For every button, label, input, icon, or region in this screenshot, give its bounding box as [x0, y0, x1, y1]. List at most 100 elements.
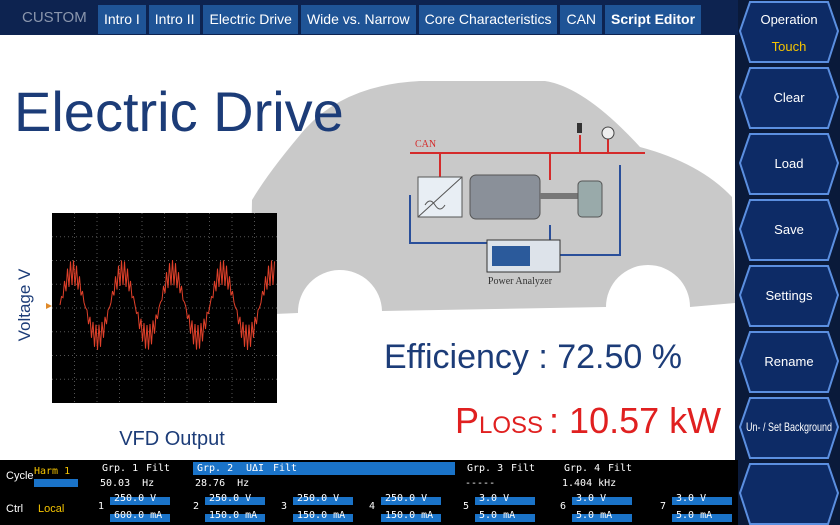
channel-number: 6 [560, 501, 567, 512]
loss-subscript: LOSS [479, 412, 543, 439]
slide-title: Electric Drive [14, 80, 344, 143]
channel-voltage[interactable]: 250.0 V [297, 493, 340, 504]
can-label: CAN [415, 139, 436, 150]
channel-bar [110, 497, 170, 505]
channel-current[interactable]: 5.0 mA [479, 510, 516, 521]
channel-bar [672, 514, 732, 522]
tab-bar: CUSTOM Intro I Intro II Electric Drive Wide… [0, 0, 738, 35]
sidebar-button[interactable] [738, 397, 840, 459]
channel-number: 1 [98, 501, 105, 512]
button-label: Un- / Set Background [746, 420, 832, 434]
loss-symbol: P [455, 400, 479, 441]
scope-y-label: Voltage V [15, 268, 34, 341]
channel-bar [672, 497, 732, 505]
group-highlight [193, 462, 455, 475]
channel-bar [110, 514, 170, 522]
group-reading: ----- [465, 478, 496, 489]
load [577, 180, 603, 218]
button-label: Clear [773, 90, 805, 105]
group-filter: Filt [273, 463, 298, 474]
group-name[interactable]: Grp. 2 [197, 463, 234, 474]
signal-line [560, 165, 621, 256]
shaft [540, 193, 580, 199]
button-label: Settings [766, 288, 813, 303]
channel-current[interactable]: 150.0 mA [209, 510, 258, 521]
sidebar-button[interactable] [738, 67, 840, 129]
channel-bar [475, 497, 535, 505]
button-sublabel: Touch [772, 39, 807, 54]
channel-voltage[interactable]: 250.0 V [209, 493, 252, 504]
channel-bar [205, 514, 265, 522]
tab[interactable]: Wide vs. Narrow [300, 5, 416, 34]
channel-bar [205, 497, 265, 505]
analyzer-label: Power Analyzer [488, 276, 553, 287]
sidebar-button[interactable] [738, 463, 840, 525]
sidebar-button[interactable] [738, 265, 840, 327]
ctrl-label: Ctrl [6, 503, 24, 515]
mode-label: CUSTOM [22, 9, 87, 26]
cycle-label: Cycle [6, 470, 34, 482]
slide: CAN Power Analyzer Voltage V VFD Output … [0, 35, 735, 460]
channel-current[interactable]: 5.0 mA [676, 510, 713, 521]
sidebar: Operation Touch Clear Load Save Settings Renam… [738, 0, 840, 525]
tab[interactable]: Intro II [148, 5, 201, 34]
efficiency: Efficiency : 72.50 % [384, 338, 682, 376]
ctrl-value[interactable]: Local [38, 503, 65, 515]
scope-marker [46, 303, 52, 309]
channel-current[interactable]: 600.0 mA [114, 510, 163, 521]
channel-bar [572, 497, 632, 505]
tab[interactable]: Script Editor [605, 5, 702, 34]
channel-bar [293, 497, 353, 505]
group-reading: 1.404 kHz [562, 478, 617, 489]
channel-voltage[interactable]: 3.0 V [479, 493, 510, 504]
status-bar: Cycle Harm 1 Ctrl Local Grp. 1 Filt 50.03 … [0, 460, 738, 525]
cycle-value[interactable]: Harm 1 [34, 466, 71, 477]
group-reading: 50.03 Hz [100, 478, 155, 489]
tab[interactable]: Electric Drive [203, 5, 298, 34]
inverter-symbol [417, 176, 463, 218]
group-filter: Filt [511, 463, 536, 474]
scope-caption: VFD Output [119, 428, 225, 450]
channel-number: 3 [281, 501, 288, 512]
channel-number: 2 [193, 501, 200, 512]
tab[interactable]: Intro I [98, 5, 146, 34]
group-tag: UΔI [246, 463, 265, 474]
channel-bar [572, 514, 632, 522]
sensor-icon [577, 123, 582, 133]
button-label: Save [774, 222, 804, 237]
group-name[interactable]: Grp. 4 [564, 463, 601, 474]
tab[interactable]: CAN [560, 5, 603, 34]
channel-voltage[interactable]: 250.0 V [385, 493, 428, 504]
motor [469, 174, 541, 220]
analyzer-screen [492, 246, 530, 266]
channel-voltage[interactable]: 3.0 V [676, 493, 707, 504]
scope-waveform [59, 259, 275, 351]
channel-current[interactable]: 150.0 mA [385, 510, 434, 521]
channel-voltage[interactable]: 3.0 V [576, 493, 607, 504]
gauge-icon [601, 126, 615, 140]
tab[interactable]: Core Characteristics [418, 5, 558, 34]
channel-bar [475, 514, 535, 522]
channel-bar [293, 514, 353, 522]
channel-voltage[interactable]: 250.0 V [114, 493, 157, 504]
button-label: Load [775, 156, 804, 171]
power-loss: PLOSS: 10.57 kW [455, 400, 721, 441]
cycle-bar [34, 479, 78, 487]
channel-bar [381, 497, 441, 505]
group-name[interactable]: Grp. 3 [467, 463, 504, 474]
channel-current[interactable]: 5.0 mA [576, 510, 613, 521]
channel-number: 7 [660, 501, 667, 512]
button-label: Rename [764, 354, 813, 369]
sidebar-button[interactable] [738, 133, 840, 195]
scope-grid [52, 213, 277, 403]
sidebar-button[interactable] [738, 199, 840, 261]
sidebar-button[interactable] [738, 331, 840, 393]
button-label: Operation [760, 12, 817, 27]
signal-line [409, 195, 487, 244]
channel-bar [381, 514, 441, 522]
channel-number: 5 [463, 501, 470, 512]
channel-current[interactable]: 150.0 mA [297, 510, 346, 521]
sidebar-button[interactable] [738, 0, 840, 63]
group-name[interactable]: Grp. 1 [102, 463, 139, 474]
